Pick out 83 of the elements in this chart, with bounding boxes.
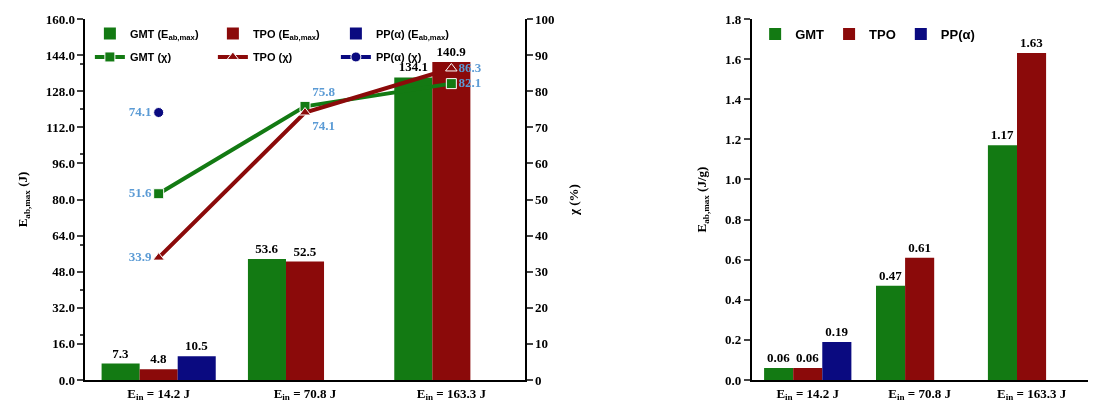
bar (764, 367, 794, 380)
x-tick-label: E$_{in}$ = 163.3 J (416, 385, 487, 403)
legend-label: TPO (χ) (252, 51, 293, 64)
point (153, 188, 165, 200)
data-label: 51.6 (128, 184, 152, 200)
bar (1017, 53, 1047, 380)
point (445, 78, 457, 90)
y-tick-label: 1.4 (724, 91, 742, 107)
y-tick-label: 0.0 (724, 372, 742, 388)
y-tick-label: 1.8 (724, 11, 742, 27)
y-tick-label: 144.0 (45, 47, 75, 63)
y-tick-label: 96.0 (52, 155, 75, 171)
y2-tick-label: 30 (535, 264, 549, 280)
y-tick-label: 48.0 (52, 264, 75, 280)
legend-label: GMT (E$_{ab,max}$) (129, 27, 199, 43)
bar (987, 145, 1017, 380)
bar (793, 367, 823, 380)
y2-tick-label: 90 (535, 47, 549, 63)
data-label: 0.06 (767, 349, 791, 365)
y-tick-label: 1.0 (724, 171, 742, 187)
point (153, 107, 165, 118)
x-tick-label: E$_{in}$ = 70.8 J (273, 385, 337, 403)
x-tick-label: E$_{in}$ = 14.2 J (776, 385, 840, 403)
data-label: 75.8 (312, 83, 336, 99)
data-label: 82.1 (458, 74, 482, 90)
y2-tick-label: 60 (535, 155, 549, 171)
bar (139, 369, 178, 380)
y-tick-label: 0.8 (724, 212, 742, 228)
legend-label: PP(α) (E$_{ab,max}$) (375, 27, 450, 43)
y2-tick-label: 0 (535, 372, 542, 388)
y2-tick-label: 40 (535, 228, 549, 244)
data-label: 0.61 (908, 239, 932, 255)
y2-tick-label: 10 (535, 336, 549, 352)
y-tick-label: 32.0 (52, 300, 75, 316)
data-label: 10.5 (185, 338, 209, 354)
bar (247, 259, 286, 380)
bar (177, 356, 216, 380)
legend-label: GMT (795, 27, 825, 43)
data-label: 0.47 (878, 267, 903, 283)
y-tick-label: 16.0 (52, 336, 75, 352)
data-label: 53.6 (255, 241, 279, 257)
x-tick-label: E$_{in}$ = 163.3 J (996, 385, 1067, 403)
y-tick-label: 1.2 (724, 131, 742, 147)
y2-tick-label: 100 (535, 11, 555, 27)
bar (905, 257, 935, 380)
y-tick-label: 64.0 (52, 228, 75, 244)
data-label: 0.19 (825, 323, 849, 339)
bar (101, 363, 140, 380)
y-tick-label: 1.6 (724, 51, 742, 67)
x-tick-label: E$_{in}$ = 14.2 J (127, 385, 191, 403)
bar (285, 261, 325, 380)
data-label: 74.1 (312, 117, 336, 133)
y2-axis-title: χ (%) (565, 184, 581, 216)
y2-tick-label: 80 (535, 83, 549, 99)
x-tick-label: E$_{in}$ = 70.8 J (888, 385, 952, 403)
data-label: 0.06 (796, 349, 820, 365)
y-tick-label: 112.0 (46, 119, 75, 135)
data-label: 1.17 (990, 127, 1015, 143)
data-label: 74.1 (128, 103, 152, 119)
legend-label: GMT (χ) (129, 51, 172, 64)
y2-tick-label: 50 (535, 192, 549, 208)
y-tick-label: 0.6 (724, 252, 742, 268)
data-label: 140.9 (436, 44, 467, 60)
y-tick-label: 0.0 (58, 372, 75, 388)
legend-label: TPO (869, 27, 896, 43)
data-label: 4.8 (150, 351, 168, 367)
point (445, 62, 458, 72)
bar (876, 285, 906, 380)
y-tick-label: 80.0 (52, 192, 75, 208)
data-label: 52.5 (293, 243, 317, 259)
y-tick-label: 160.0 (45, 11, 75, 27)
data-label: 33.9 (128, 248, 152, 264)
y-tick-label: 0.2 (724, 332, 742, 348)
y-tick-label: 128.0 (45, 83, 75, 99)
legend-label: PP(α) (940, 27, 975, 43)
y-tick-label: 0.4 (724, 292, 742, 308)
bar (822, 341, 852, 380)
data-label: 86.3 (458, 59, 482, 75)
y2-tick-label: 20 (535, 300, 549, 316)
data-label: 1.63 (1019, 35, 1044, 51)
legend-label: TPO (E$_{ab,max}$) (252, 27, 321, 43)
data-label: 7.3 (112, 345, 129, 361)
y2-tick-label: 70 (535, 119, 549, 135)
